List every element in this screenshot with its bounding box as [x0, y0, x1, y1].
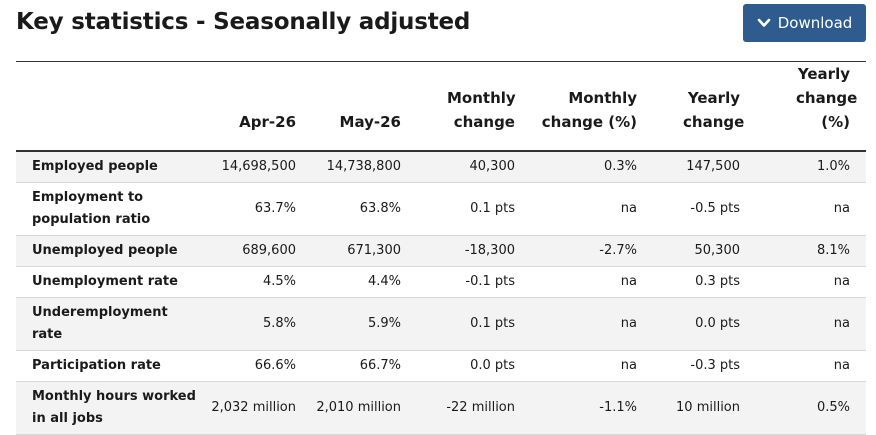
table-cell: 5.9% [312, 297, 417, 351]
table-cell: 63.8% [312, 182, 417, 236]
page-title: Key statistics - Seasonally adjusted [16, 9, 471, 35]
table-row: Employment to population ratio 63.7% 63.8%… [16, 182, 866, 236]
table-cell: 14,738,800 [312, 151, 417, 183]
row-label: Underemployment rate [16, 297, 209, 351]
table-cell: na [756, 350, 866, 382]
table-cell: 0.1 pts [417, 182, 531, 236]
table-cell: 671,300 [312, 235, 417, 267]
table-cell: na [531, 182, 653, 236]
table-cell: -0.5 pts [653, 182, 756, 236]
table-cell: na [531, 350, 653, 382]
table-cell: -0.3 pts [653, 350, 756, 382]
table-cell: 63.7% [209, 182, 312, 236]
table-cell: 147,500 [653, 151, 756, 183]
table-cell: 0.3% [531, 151, 653, 183]
row-label: Participation rate [16, 350, 209, 382]
row-label: Unemployment rate [16, 266, 209, 298]
table-row: Unemployment rate 4.5% 4.4% -0.1 pts na 0.3 p… [16, 266, 866, 298]
table-cell: 1.0% [756, 151, 866, 183]
table-cell: 14,698,500 [209, 151, 312, 183]
table-cell: 2,010 million [312, 381, 417, 435]
table-cell: 0.5% [756, 381, 866, 435]
table-cell: -22 million [417, 381, 531, 435]
table-cell: 40,300 [417, 151, 531, 183]
table-row: Employed people 14,698,500 14,738,800 40,30… [16, 151, 866, 183]
download-button-label: Download [777, 14, 853, 32]
table-cell: 0.0 pts [417, 350, 531, 382]
column-header-monthly-change: Monthly change [417, 61, 531, 152]
download-button[interactable]: Download [743, 4, 866, 42]
table-cell: 10 million [653, 381, 756, 435]
table-cell: 66.6% [209, 350, 312, 382]
table-cell: 5.8% [209, 297, 312, 351]
table-cell: na [756, 266, 866, 298]
table-row: Unemployed people 689,600 671,300 -18,300 -2… [16, 235, 866, 267]
table-cell: -2.7% [531, 235, 653, 267]
column-header-monthly-change-pct: Monthly change (%) [531, 61, 653, 152]
table-cell: 0.1 pts [417, 297, 531, 351]
table-header-row: Apr-26 May-26 Monthly change Monthly cha… [16, 61, 866, 152]
table-cell: 50,300 [653, 235, 756, 267]
table-cell: na [756, 297, 866, 351]
column-header-yearly-change-pct: Yearly change (%) [756, 61, 866, 152]
table-cell: 2,032 million [209, 381, 312, 435]
table-row: Underemployment rate 5.8% 5.9% 0.1 pts na 0.0… [16, 297, 866, 351]
row-label: Employed people [16, 151, 209, 183]
chevron-down-icon [757, 18, 771, 28]
table-cell: -1.1% [531, 381, 653, 435]
table-cell: na [531, 297, 653, 351]
table-cell: 0.3 pts [653, 266, 756, 298]
table-cell: -0.1 pts [417, 266, 531, 298]
column-header-yearly-change: Yearly change [653, 61, 756, 152]
table-cell: 4.5% [209, 266, 312, 298]
row-label: Monthly hours worked in all jobs [16, 381, 209, 435]
table-cell: 689,600 [209, 235, 312, 267]
table-cell: 0.0 pts [653, 297, 756, 351]
key-statistics-table: Apr-26 May-26 Monthly change Monthly cha… [16, 61, 866, 435]
table-cell: 8.1% [756, 235, 866, 267]
table-row: Monthly hours worked in all jobs 2,032 mi… [16, 381, 866, 435]
table-cell: na [756, 182, 866, 236]
table-row: Participation rate 66.6% 66.7% 0.0 pts na -0.… [16, 350, 866, 382]
row-label: Unemployed people [16, 235, 209, 267]
table-cell: na [531, 266, 653, 298]
row-label: Employment to population ratio [16, 182, 209, 236]
column-header-measure [16, 61, 209, 152]
column-header-may: May-26 [312, 61, 417, 152]
table-cell: 4.4% [312, 266, 417, 298]
table-cell: 66.7% [312, 350, 417, 382]
column-header-apr: Apr-26 [209, 61, 312, 152]
table-cell: -18,300 [417, 235, 531, 267]
